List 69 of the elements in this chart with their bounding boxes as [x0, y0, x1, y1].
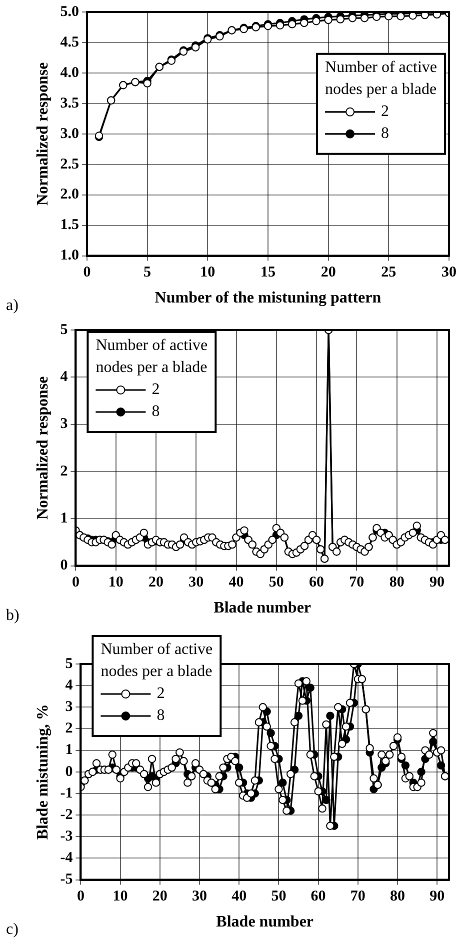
x-tick-label: 40 [232, 888, 247, 905]
text: c) [6, 921, 18, 938]
x-tick-label: 50 [271, 888, 286, 905]
x-tick-label: 30 [442, 264, 456, 281]
legend-label: 2 [152, 381, 160, 398]
x-tick-label: 20 [148, 574, 164, 591]
x-tick-label: 80 [390, 888, 406, 905]
y-tick-label: 1.0 [60, 248, 79, 264]
x-axis-title: Blade number [216, 914, 314, 931]
y-tick-label: 3.5 [60, 95, 79, 112]
x-tick-label: 70 [349, 574, 364, 591]
y-tick-label: -2 [60, 806, 73, 823]
x-tick-label: 40 [228, 574, 244, 591]
x-tick-label: 10 [200, 264, 216, 281]
text: b) [6, 607, 20, 624]
y-tick-label: 5.0 [60, 4, 79, 20]
legend-title: Number of active nodes per a blade [100, 641, 213, 680]
y-tick-label: 2 [65, 720, 73, 737]
x-tick-label: 80 [389, 574, 404, 591]
legend-label: 2 [156, 685, 165, 702]
y-tick-label: 4 [65, 677, 74, 694]
y-tick-label: 4.5 [60, 34, 79, 50]
x-tick-label: 25 [381, 264, 396, 281]
y-tick-label: 3 [60, 416, 68, 432]
y-tick-label: -1 [60, 785, 73, 802]
y-tick-label: 2.0 [60, 186, 79, 203]
y-axis-title: Normalized response [34, 62, 52, 206]
legend-label: 8 [152, 403, 160, 420]
x-tick-label: 70 [350, 888, 366, 905]
x-tick-label: 30 [188, 574, 204, 591]
y-tick-label: 3 [65, 699, 73, 716]
text: a) [6, 297, 18, 314]
x-axis-title: Number of the mistuning pattern [154, 290, 382, 307]
y-tick-label: 0 [65, 764, 73, 780]
legend-label: 8 [156, 707, 165, 724]
x-tick-label: 90 [429, 574, 444, 591]
x-tick-label: 15 [260, 264, 276, 281]
y-tick-label: 1 [60, 510, 68, 527]
x-tick-label: 5 [144, 264, 152, 281]
y-tick-label: 4.0 [60, 64, 79, 81]
legend-title: Number of active nodes per a blade [96, 337, 208, 376]
x-tick-label: 60 [310, 888, 326, 905]
legend-title: Number of active nodes per a blade [325, 59, 437, 98]
x-tick-label: 50 [268, 574, 284, 591]
x-tick-label: 60 [309, 574, 324, 591]
y-tick-label: -5 [60, 872, 73, 888]
x-axis-title: Blade number [214, 600, 312, 617]
legend-label: 8 [381, 125, 390, 142]
y-axis-title: Blade mistuning, % [34, 704, 52, 840]
y-tick-label: 5 [60, 322, 68, 338]
y-axis-title: Normalized response [34, 376, 52, 520]
x-tick-label: 20 [320, 264, 336, 281]
y-tick-label: 5 [65, 656, 73, 672]
y-tick-label: 2 [60, 463, 68, 480]
x-tick-label: 20 [152, 888, 168, 905]
y-tick-label: 3.0 [60, 126, 79, 142]
y-tick-label: 0 [60, 558, 68, 574]
y-tick-label: 4 [60, 369, 68, 386]
x-tick-label: 30 [192, 888, 208, 905]
x-tick-label: 90 [430, 888, 445, 905]
y-tick-label: 1.5 [60, 217, 79, 234]
y-tick-label: 2.5 [60, 156, 79, 172]
y-tick-label: -3 [60, 828, 73, 845]
x-tick-label: 0 [83, 264, 91, 281]
y-tick-label: -4 [60, 850, 74, 866]
y-tick-label: 1 [65, 742, 73, 758]
x-tick-label: 10 [108, 574, 124, 591]
x-tick-label: 10 [112, 888, 128, 905]
legend-label: 2 [381, 103, 390, 120]
